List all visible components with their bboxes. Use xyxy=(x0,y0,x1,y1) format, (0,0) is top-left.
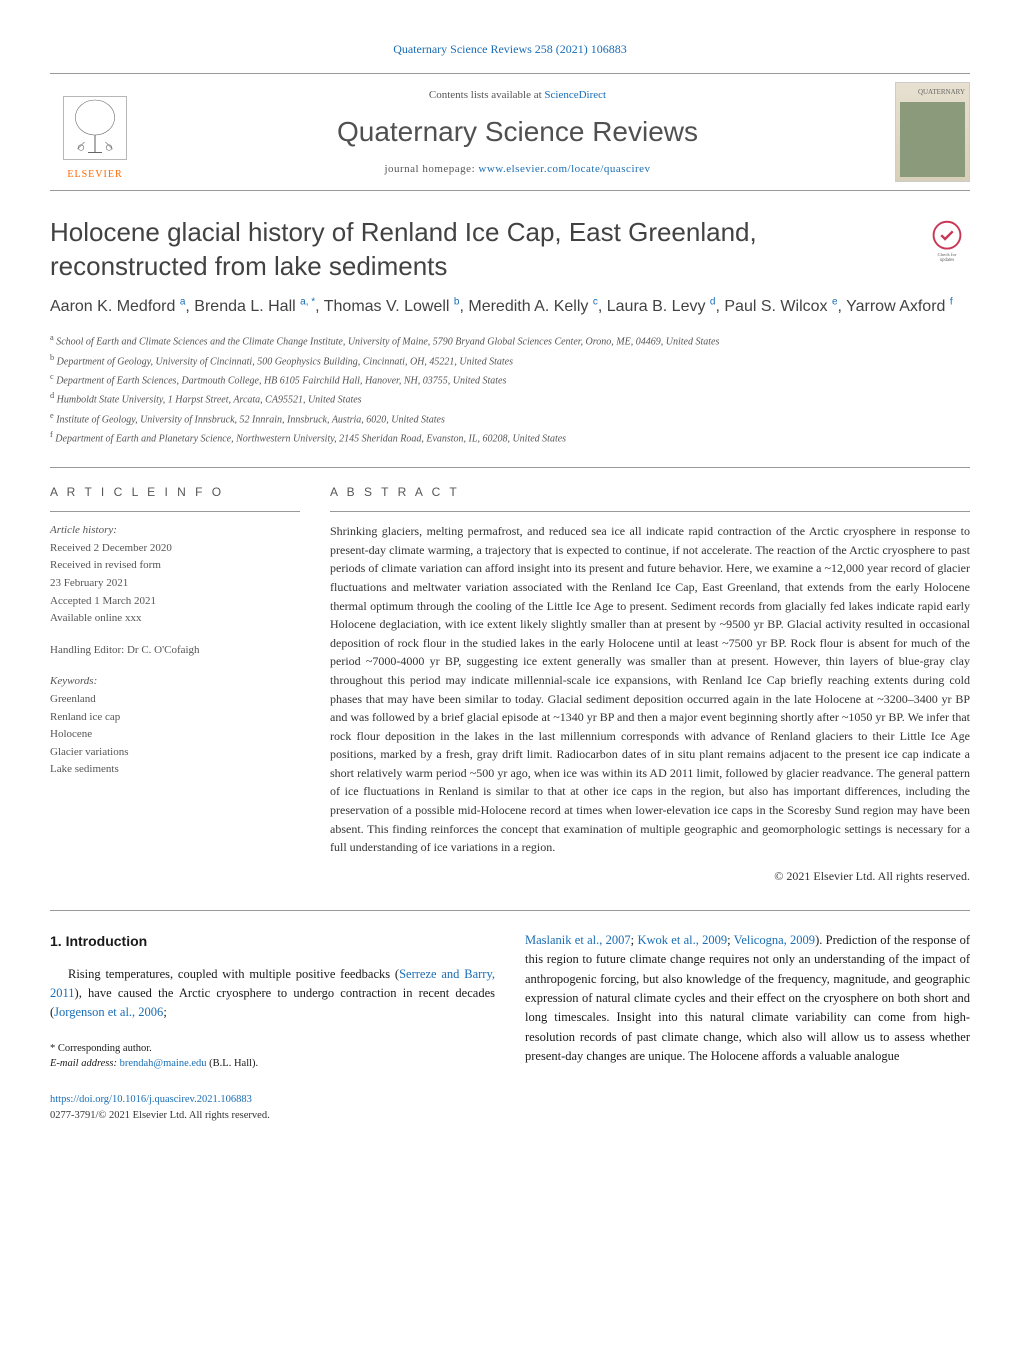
affiliation-line: c Department of Earth Sciences, Dartmout… xyxy=(50,370,970,389)
article-history-block: Article history: Received 2 December 202… xyxy=(50,522,300,628)
homepage-label: journal homepage: xyxy=(384,163,478,175)
intro-left-column: 1. Introduction Rising temperatures, cou… xyxy=(50,931,495,1124)
abstract-heading: A B S T R A C T xyxy=(330,483,970,501)
affiliation-line: f Department of Earth and Planetary Scie… xyxy=(50,428,970,447)
email-link[interactable]: brendah@maine.edu xyxy=(120,1058,207,1069)
abstract-copyright: © 2021 Elsevier Ltd. All rights reserved… xyxy=(330,867,970,885)
ref-jorgenson-2006[interactable]: Jorgenson et al., 2006 xyxy=(54,1005,163,1019)
header-citation-link[interactable]: Quaternary Science Reviews 258 (2021) 10… xyxy=(50,40,970,58)
intro-text-1: Rising temperatures, coupled with multip… xyxy=(68,967,399,981)
keyword-item: Lake sediments xyxy=(50,761,300,779)
history-line: Received in revised form xyxy=(50,557,300,575)
cover-image-placeholder xyxy=(900,102,965,178)
keyword-item: Glacier variations xyxy=(50,744,300,762)
article-info-heading: A R T I C L E I N F O xyxy=(50,483,300,501)
cover-label: QUATERNARY xyxy=(900,87,965,98)
keyword-item: Greenland xyxy=(50,691,300,709)
elsevier-tree-icon xyxy=(60,93,130,163)
email-line: E-mail address: brendah@maine.edu (B.L. … xyxy=(50,1056,495,1072)
keywords-label: Keywords: xyxy=(50,673,300,691)
ref-velicogna-2009[interactable]: Velicogna, 2009 xyxy=(734,933,815,947)
info-abstract-row: A R T I C L E I N F O Article history: R… xyxy=(50,467,970,885)
affiliation-line: a School of Earth and Climate Sciences a… xyxy=(50,331,970,350)
doi-block: https://doi.org/10.1016/j.quascirev.2021… xyxy=(50,1092,495,1124)
abstract-column: A B S T R A C T Shrinking glaciers, melt… xyxy=(330,483,970,885)
affiliation-line: e Institute of Geology, University of In… xyxy=(50,409,970,428)
issn-copyright-line: 0277-3791/© 2021 Elsevier Ltd. All right… xyxy=(50,1108,495,1124)
corresponding-author-footnote: * Corresponding author. E-mail address: … xyxy=(50,1041,495,1073)
contents-line: Contents lists available at ScienceDirec… xyxy=(140,87,895,104)
corresponding-label: * Corresponding author. xyxy=(50,1041,495,1057)
journal-center-block: Contents lists available at ScienceDirec… xyxy=(140,87,895,178)
homepage-link[interactable]: www.elsevier.com/locate/quascirev xyxy=(478,163,650,175)
intro-right-paragraph: Maslanik et al., 2007; Kwok et al., 2009… xyxy=(525,931,970,1067)
intro-two-column: 1. Introduction Rising temperatures, cou… xyxy=(50,931,970,1124)
history-line: Available online xxx xyxy=(50,610,300,628)
elsevier-logo: ELSEVIER xyxy=(50,82,140,182)
ref-maslanik-2007[interactable]: Maslanik et al., 2007 xyxy=(525,933,631,947)
svg-text:updates: updates xyxy=(940,258,955,262)
journal-title: Quaternary Science Reviews xyxy=(140,111,895,153)
title-row: Holocene glacial history of Renland Ice … xyxy=(50,216,970,284)
article-title: Holocene glacial history of Renland Ice … xyxy=(50,216,924,284)
affiliation-line: d Humboldt State University, 1 Harpst St… xyxy=(50,389,970,408)
journal-header-bar: ELSEVIER Contents lists available at Sci… xyxy=(50,73,970,191)
keyword-item: Renland ice cap xyxy=(50,709,300,727)
authors-line: Aaron K. Medford a, Brenda L. Hall a, *,… xyxy=(50,294,970,320)
article-info-column: A R T I C L E I N F O Article history: R… xyxy=(50,483,300,885)
intro-right-column: Maslanik et al., 2007; Kwok et al., 2009… xyxy=(525,931,970,1124)
history-line: Accepted 1 March 2021 xyxy=(50,593,300,611)
doi-link[interactable]: https://doi.org/10.1016/j.quascirev.2021… xyxy=(50,1094,252,1105)
contents-text: Contents lists available at xyxy=(429,89,544,101)
sciencedirect-link[interactable]: ScienceDirect xyxy=(544,89,606,101)
journal-cover-thumbnail: QUATERNARY xyxy=(895,82,970,182)
check-updates-icon[interactable]: Check for updates xyxy=(924,216,970,262)
keyword-item: Holocene xyxy=(50,726,300,744)
intro-left-paragraph: Rising temperatures, coupled with multip… xyxy=(50,965,495,1023)
email-suffix: (B.L. Hall). xyxy=(207,1058,259,1069)
history-label: Article history: xyxy=(50,522,300,540)
email-label: E-mail address: xyxy=(50,1058,120,1069)
abstract-text: Shrinking glaciers, melting permafrost, … xyxy=(330,522,970,857)
history-line: 23 February 2021 xyxy=(50,575,300,593)
affiliations-block: a School of Earth and Climate Sciences a… xyxy=(50,331,970,447)
elsevier-label: ELSEVIER xyxy=(67,167,122,182)
history-line: Received 2 December 2020 xyxy=(50,540,300,558)
intro-text-3: ; xyxy=(163,1005,166,1019)
intro-right-text: ). Prediction of the response of this re… xyxy=(525,933,970,1063)
journal-homepage-line: journal homepage: www.elsevier.com/locat… xyxy=(140,161,895,178)
intro-heading: 1. Introduction xyxy=(50,931,495,953)
handling-editor-line: Handling Editor: Dr C. O'Cofaigh xyxy=(50,642,300,660)
ref-kwok-2009[interactable]: Kwok et al., 2009 xyxy=(637,933,727,947)
keywords-block: Keywords: GreenlandRenland ice capHoloce… xyxy=(50,673,300,779)
affiliation-line: b Department of Geology, University of C… xyxy=(50,351,970,370)
